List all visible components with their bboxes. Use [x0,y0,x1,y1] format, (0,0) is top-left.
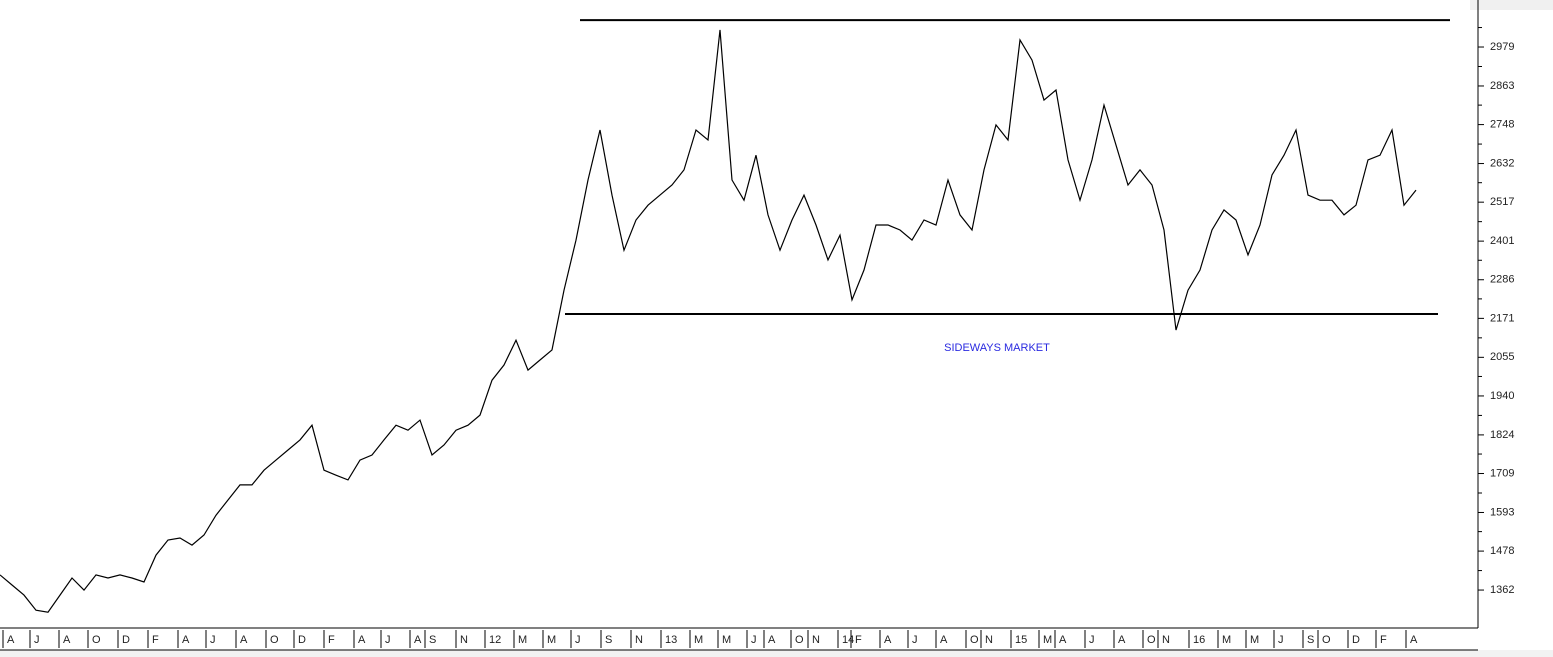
x-tick-label: M [722,634,731,646]
x-tick-label: J [575,634,581,646]
x-tick-label: N [460,634,468,646]
x-tick-label: A [768,634,776,646]
x-tick-label: S [1307,634,1314,646]
x-tick-label: J [1089,634,1095,646]
x-tick-label: M [1043,634,1052,646]
x-tick-label: O [92,634,101,646]
price-line [0,29,1417,613]
x-tick-label: F [328,634,335,646]
x-tick-label: D [122,634,130,646]
x-tick-label: A [7,634,15,646]
y-tick-label: 1824 [1490,429,1514,441]
x-tick-label: S [429,634,436,646]
x-tick-label: S [605,634,612,646]
x-tick-label: A [940,634,948,646]
x-tick-label: F [152,634,159,646]
x-tick-label: A [240,634,248,646]
x-tick-label: F [1380,634,1387,646]
x-tick-label: A [1410,634,1418,646]
x-tick-label: O [795,634,804,646]
y-tick-label: 2632 [1490,157,1514,169]
x-tick-label: N [635,634,643,646]
x-tick-label: N [985,634,993,646]
x-tick-label: 16 [1193,634,1205,646]
x-tick-label: O [970,634,979,646]
y-tick-label: 1593 [1490,506,1514,518]
x-tick-label: A [358,634,366,646]
y-tick-label: 2171 [1490,312,1514,324]
x-tick-label: 13 [665,634,677,646]
x-tick-label: O [1322,634,1331,646]
x-tick-label: J [1278,634,1284,646]
x-tick-label: A [884,634,892,646]
y-tick-label: 1362 [1490,584,1514,596]
x-tick-label: D [298,634,306,646]
x-tick-label: O [270,634,279,646]
x-tick-label: 14 [842,634,854,646]
y-tick-label: 2055 [1490,351,1514,363]
x-tick-label: J [912,634,918,646]
x-tick-label: A [1059,634,1067,646]
x-tick-label: 12 [489,634,501,646]
x-tick-label: M [518,634,527,646]
x-tick-label: M [547,634,556,646]
y-tick-label: 1709 [1490,467,1514,479]
x-tick-label: J [751,634,757,646]
x-tick-label: M [1250,634,1259,646]
x-tick-label: D [1352,634,1360,646]
y-tick-label: 2863 [1490,80,1514,92]
x-tick-label: A [182,634,190,646]
x-tick-label: N [1162,634,1170,646]
y-tick-label: 1478 [1490,545,1514,557]
y-tick-label: 2401 [1490,235,1514,247]
corner-strip [1470,0,1553,10]
annotation: SIDEWAYS MARKET [944,342,1050,354]
y-tick-label: 2286 [1490,274,1514,286]
x-tick-label: J [34,634,40,646]
x-tick-label: J [210,634,216,646]
x-tick-label: 15 [1015,634,1027,646]
x-tick-label: A [1118,634,1126,646]
y-tick-label: 2748 [1490,118,1514,130]
x-tick-label: J [385,634,391,646]
bottom-strip [0,650,1553,657]
x-tick-label: A [63,634,71,646]
x-tick-label: A [414,634,422,646]
x-tick-label: O [1147,634,1156,646]
x-tick-label: M [694,634,703,646]
x-tick-label: M [1222,634,1231,646]
y-tick-label: 2979 [1490,41,1514,53]
x-tick-label: F [855,634,862,646]
x-tick-label: N [812,634,820,646]
y-tick-label: 2517 [1490,196,1514,208]
y-tick-label: 1940 [1490,390,1514,402]
